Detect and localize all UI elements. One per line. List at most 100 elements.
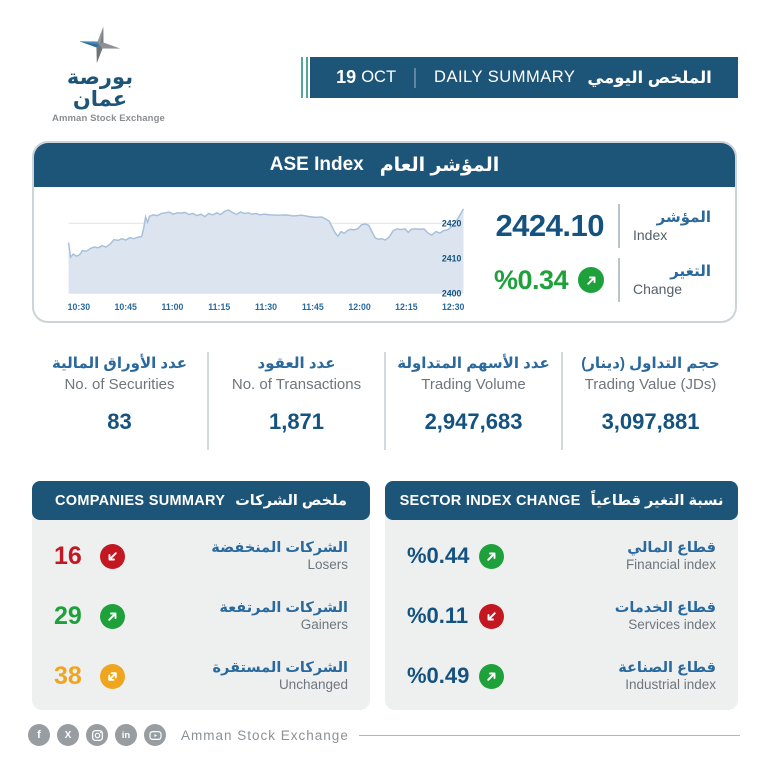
financial-index-change: %0.44: [407, 543, 470, 568]
industrial-label-arabic: قطاع الصناعة: [618, 659, 716, 676]
banner-title-arabic: الملخص اليومي: [587, 68, 712, 87]
banner-divider: [414, 67, 417, 88]
sector-header-english: SECTOR INDEX CHANGE: [399, 492, 581, 509]
gainers-label-arabic: الشركات المرتفعة: [219, 599, 348, 616]
financial-label-arabic: قطاع المالي: [627, 539, 716, 556]
footer-rule: [358, 734, 740, 736]
ase-logo-star-icon: [79, 26, 121, 64]
unchanged-labels: الشركات المستقرة Unchanged: [213, 659, 349, 694]
stat-label-english: Trading Value (JDs): [584, 376, 717, 393]
financial-index-row: %0.44 قطاع المالي Financial index: [407, 526, 716, 586]
svg-text:10:30: 10:30: [68, 302, 91, 312]
stat-label-english: No. of Securities: [64, 376, 175, 393]
svg-text:11:15: 11:15: [208, 302, 230, 312]
ase-index-title-arabic: المؤشر العام: [379, 154, 500, 176]
services-labels: قطاع الخدمات Services index: [615, 599, 716, 634]
stat-label-arabic: عدد العقود: [257, 355, 336, 372]
stat-securities: عدد الأوراق المالية No. of Securities 83: [32, 352, 207, 450]
gainers-value-group: 29: [54, 602, 125, 631]
index-summary-panel: 2424.10 المؤشر Index %0.34: [482, 202, 735, 304]
instagram-icon[interactable]: [86, 724, 108, 746]
ase-index-card-header: ASE Index المؤشر العام: [34, 143, 735, 187]
up-down-arrow-icon: [108, 671, 117, 681]
losers-row: 16 الشركات المنخفضة Losers: [54, 526, 348, 586]
change-labels: التغير Change: [633, 263, 711, 298]
stat-label-arabic: حجم التداول (دينار): [581, 355, 720, 372]
trend-badge: [100, 543, 125, 569]
gainers-row: 29 الشركات المرتفعة Gainers: [54, 586, 348, 646]
unchanged-label-english: Unchanged: [278, 676, 348, 692]
unchanged-count: 38: [54, 661, 82, 690]
stat-transactions: عدد العقود No. of Transactions 1,871: [207, 352, 384, 450]
banner-title-english: DAILY SUMMARY: [434, 68, 576, 86]
stat-label-english: Trading Volume: [421, 376, 526, 393]
losers-label-english: Losers: [307, 556, 348, 572]
financial-labels: قطاع المالي Financial index: [626, 539, 716, 574]
x-twitter-icon[interactable]: X: [57, 724, 79, 746]
sector-header-arabic: نسبة التغير قطاعياً: [590, 492, 724, 509]
services-index-row: %0.11 قطاع الخدمات Services index: [407, 586, 716, 646]
companies-rows: 16 الشركات المنخفضة Losers 29: [32, 520, 370, 706]
industrial-labels: قطاع الصناعة Industrial index: [618, 659, 716, 694]
index-value: 2424.10: [495, 208, 604, 243]
ase-index-card-body: 2400 2410 2420 10:30 10:45 11:00 11:15 11:30 11:…: [34, 187, 735, 319]
trend-badge: [100, 603, 125, 629]
svg-text:12:00: 12:00: [348, 302, 371, 312]
stat-label-english: No. of Transactions: [231, 376, 362, 393]
stat-value: 1,871: [268, 409, 325, 434]
services-index-change: %0.11: [407, 603, 469, 628]
footer: f X in Amman Stock Exchange: [28, 724, 740, 746]
gainers-labels: الشركات المرتفعة Gainers: [219, 599, 348, 634]
vertical-divider: [618, 204, 620, 248]
change-label-english: Change: [633, 280, 683, 297]
ase-index-title-english: ASE Index: [269, 154, 364, 175]
trend-badge: [479, 603, 504, 629]
up-arrow-icon: [586, 276, 595, 285]
down-arrow-icon: [108, 551, 117, 560]
svg-text:12:30: 12:30: [442, 302, 465, 312]
svg-text:11:00: 11:00: [161, 302, 183, 312]
intraday-index-area-chart: 2400 2410 2420 10:30 10:45 11:00 11:15 11:30 11:…: [68, 208, 465, 312]
svg-text:11:45: 11:45: [302, 302, 324, 312]
stat-label-arabic: عدد الأسهم المتداولة: [397, 355, 550, 372]
index-change-row: %0.34 التغير Change: [482, 256, 711, 304]
facebook-icon[interactable]: f: [28, 724, 50, 746]
youtube-icon[interactable]: [144, 724, 166, 746]
trend-badge: [479, 663, 504, 689]
vertical-divider: [618, 258, 620, 302]
svg-text:2400: 2400: [442, 288, 462, 298]
up-arrow-icon: [487, 672, 496, 681]
financial-label-english: Financial index: [625, 556, 716, 572]
services-value-group: %0.11: [407, 603, 504, 629]
stat-label-arabic: عدد الأوراق المالية: [51, 355, 188, 372]
companies-header-arabic: ملخص الشركات: [235, 492, 348, 509]
gainers-label-english: Gainers: [300, 616, 348, 632]
industrial-index-change: %0.49: [407, 663, 470, 688]
up-arrow-icon: [487, 552, 496, 561]
logo-title-arabic: بورصة عمان: [66, 66, 134, 112]
stat-value: 2,947,683: [424, 409, 523, 434]
sector-rows: %0.44 قطاع المالي Financial index %0.11: [385, 520, 738, 706]
market-stats-row: عدد الأوراق المالية No. of Securities 83…: [32, 352, 738, 450]
index-change-value: %0.34: [493, 264, 569, 295]
services-label-arabic: قطاع الخدمات: [614, 599, 716, 616]
svg-text:2410: 2410: [442, 253, 462, 263]
gainers-count: 29: [54, 601, 82, 630]
trend-badge: [100, 663, 125, 689]
trend-badge: [578, 267, 604, 293]
industrial-index-row: %0.49 قطاع الصناعة Industrial index: [407, 646, 716, 706]
index-labels: المؤشر Index: [633, 209, 711, 244]
sector-index-change-card: SECTOR INDEX CHANGE نسبة التغير قطاعياً …: [385, 481, 738, 710]
linkedin-icon[interactable]: in: [115, 724, 137, 746]
unchanged-row: 38 الشركات المستقرة Unchanged: [54, 646, 348, 706]
industrial-value-group: %0.49: [407, 663, 504, 689]
svg-text:12:15: 12:15: [395, 302, 418, 312]
companies-summary-card: COMPANIES SUMMARY ملخص الشركات 16 الشركا…: [32, 481, 370, 710]
losers-count: 16: [54, 541, 82, 570]
down-arrow-icon: [487, 611, 496, 620]
financial-value-group: %0.44: [407, 543, 504, 569]
banner-date-month: OCT: [361, 68, 397, 86]
footer-brand-text: Amman Stock Exchange: [181, 727, 349, 743]
logo-subtitle: Amman Stock Exchange: [52, 113, 165, 125]
